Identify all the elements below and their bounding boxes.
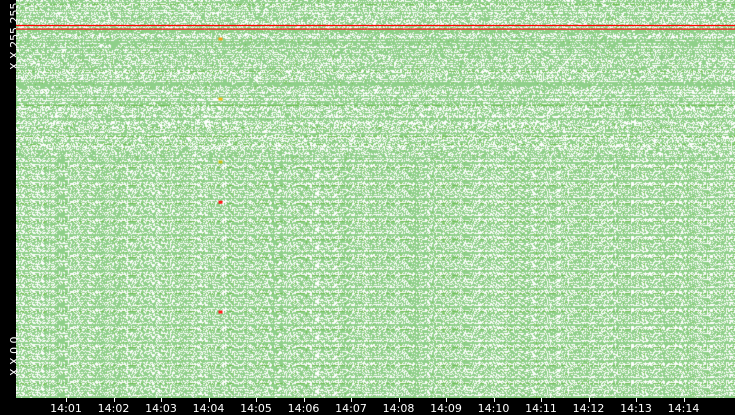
x-tick [636,398,637,402]
x-tick-label: 14:05 [240,402,272,415]
x-tick [303,398,305,402]
x-tick [256,398,257,402]
x-tick [208,398,210,402]
hot-spot [218,160,223,164]
highlight-marks [16,24,735,314]
x-tick-label: 14:11 [525,402,557,415]
x-tick-label: 14:03 [145,402,177,415]
x-tick [398,398,400,402]
hot-spot [218,200,223,204]
hot-spot [218,310,223,314]
x-axis: 14:01 14:02 14:03 14:04 14:05 14:06 14:07 14:08… [0,398,735,415]
x-tick-label: 14:12 [572,402,605,415]
x-tick-label: 14:07 [335,402,367,415]
x-tick [683,398,685,402]
x-tick-label: 14:09 [430,402,462,415]
x-tick-label: 14:02 [97,402,130,415]
x-tick-label: 14:14 [667,402,700,415]
x-tick [113,398,115,402]
x-tick [66,398,67,402]
x-tick-label: 14:04 [192,402,225,415]
x-tick [588,398,590,402]
x-tick [351,398,352,402]
traffic-heatmap [16,0,735,398]
x-tick-label: 14:06 [287,402,320,415]
y-axis-strip: X.X.255.255 X.X.0.0 [0,0,21,398]
x-tick [493,398,495,402]
x-tick-label: 14:13 [620,402,652,415]
plot-area[interactable] [16,0,735,398]
x-tick [541,398,542,402]
x-tick-label: 14:08 [382,402,415,415]
x-tick [446,398,447,402]
x-tick [161,398,162,402]
hot-spot [218,97,223,101]
hot-spot [218,37,223,41]
x-tick-label: 14:10 [477,402,510,415]
x-tick-label: 14:01 [50,402,82,415]
